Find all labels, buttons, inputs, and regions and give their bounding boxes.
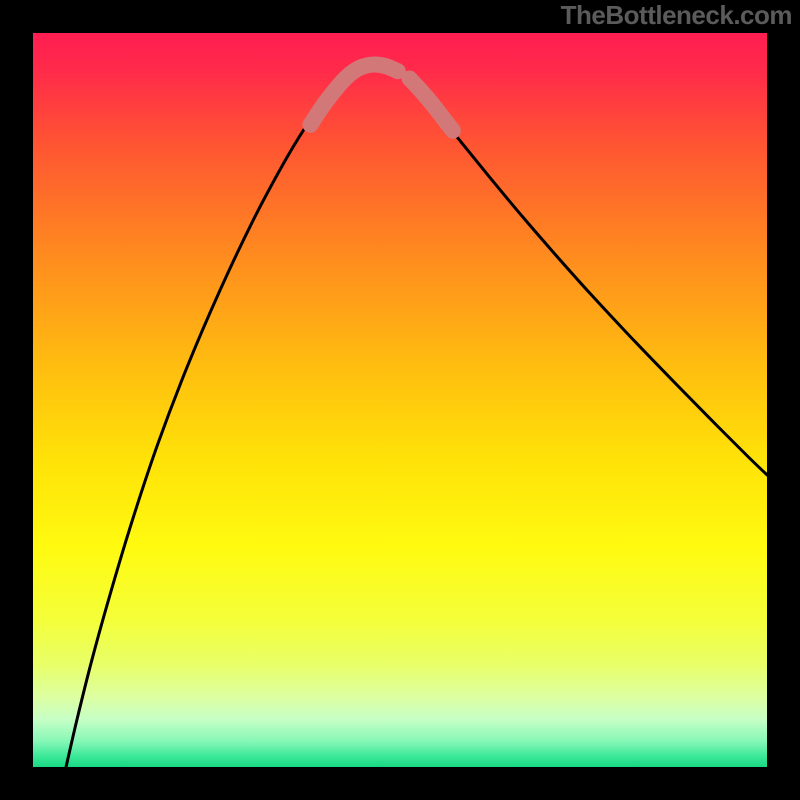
chart-background [33, 33, 767, 767]
chart-plot-area [33, 33, 767, 767]
brand-watermark: TheBottleneck.com [561, 0, 792, 31]
chart-svg [33, 33, 767, 767]
